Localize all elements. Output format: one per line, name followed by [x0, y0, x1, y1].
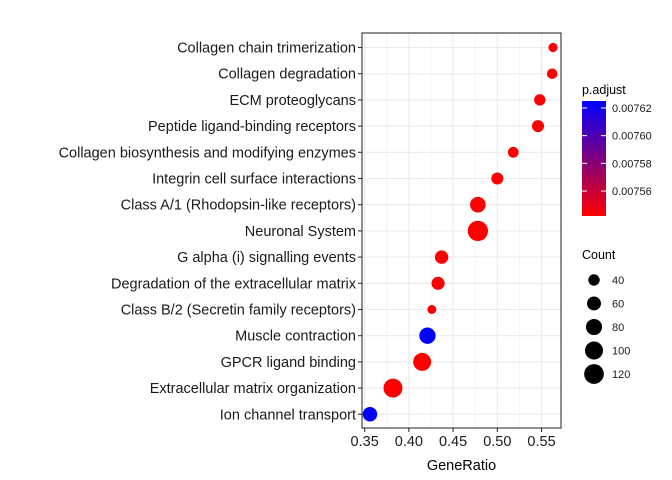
- colorbar-tick-label: 0.00758: [612, 158, 652, 170]
- count-legend-label: 120: [612, 369, 630, 381]
- p-adjust-legend-title: p.adjust: [582, 83, 626, 97]
- y-tick-label: Collagen degradation: [218, 67, 356, 83]
- x-tick-label: 0.50: [483, 434, 511, 450]
- y-axis-labels: Collagen chain trimerization Collagen deg…: [59, 41, 362, 423]
- count-legend-label: 60: [612, 299, 624, 311]
- y-tick-label: Ion channel transport: [220, 407, 356, 423]
- data-point: [427, 305, 437, 314]
- data-point: [507, 146, 519, 158]
- y-tick-label: Extracellular matrix organization: [150, 381, 356, 397]
- p-adjust-colorbar: [582, 101, 606, 216]
- data-point: [419, 327, 436, 344]
- data-point: [531, 120, 545, 133]
- data-point: [362, 407, 378, 422]
- y-tick-label: Degradation of the extracellular matrix: [111, 276, 357, 292]
- y-tick-label: Class B/2 (Secretin family receptors): [121, 303, 356, 319]
- count-legend-label: 100: [612, 346, 630, 358]
- data-point: [467, 220, 489, 242]
- data-point: [470, 196, 486, 213]
- y-tick-label: Neuronal System: [245, 224, 356, 240]
- count-legend-point: [587, 296, 601, 311]
- colorbar-tick-label: 0.00756: [612, 186, 652, 198]
- y-tick-label: Collagen biosynthesis and modifying enzy…: [59, 145, 356, 161]
- count-legend-label: 40: [612, 275, 624, 287]
- colorbar-tick-label: 0.00762: [612, 103, 652, 115]
- count-legend-label: 80: [612, 322, 624, 334]
- data-point: [383, 378, 403, 398]
- data-point: [431, 276, 445, 290]
- y-tick-label: G alpha (i) signalling events: [177, 250, 356, 266]
- y-tick-label: Integrin cell surface interactions: [152, 172, 356, 188]
- data-point: [413, 352, 432, 371]
- x-tick-label: 0.35: [351, 434, 379, 450]
- data-point: [534, 94, 546, 106]
- count-legend-point: [585, 318, 603, 336]
- count-legend: Count 40 60 80 100 120: [582, 248, 630, 384]
- data-point: [491, 172, 504, 185]
- y-tick-label: ECM proteoglycans: [229, 93, 356, 109]
- data-point: [434, 250, 449, 264]
- y-tick-label: GPCR ligand binding: [221, 355, 356, 371]
- x-axis-title: GeneRatio: [427, 458, 496, 474]
- x-axis: 0.35 0.40 0.45 0.50 0.55: [351, 428, 556, 450]
- x-tick-label: 0.40: [395, 434, 423, 450]
- y-tick-label: Class A/1 (Rhodopsin-like receptors): [121, 198, 356, 214]
- count-legend-title: Count: [582, 248, 616, 262]
- x-tick-label: 0.55: [527, 434, 555, 450]
- count-legend-point: [585, 341, 603, 360]
- x-tick-label: 0.45: [439, 434, 467, 450]
- count-legend-point: [588, 274, 600, 286]
- data-point: [548, 42, 558, 53]
- data-point: [546, 68, 558, 79]
- colorbar-tick-label: 0.00760: [612, 131, 652, 143]
- plot-panel: [361, 32, 562, 429]
- y-tick-label: Peptide ligand-binding receptors: [148, 119, 356, 135]
- y-tick-label: Collagen chain trimerization: [177, 41, 356, 57]
- p-adjust-legend: p.adjust 0.00756 0.00758 0.00760 0.00762: [582, 83, 652, 216]
- y-tick-label: Muscle contraction: [235, 329, 356, 345]
- count-legend-point: [584, 364, 604, 384]
